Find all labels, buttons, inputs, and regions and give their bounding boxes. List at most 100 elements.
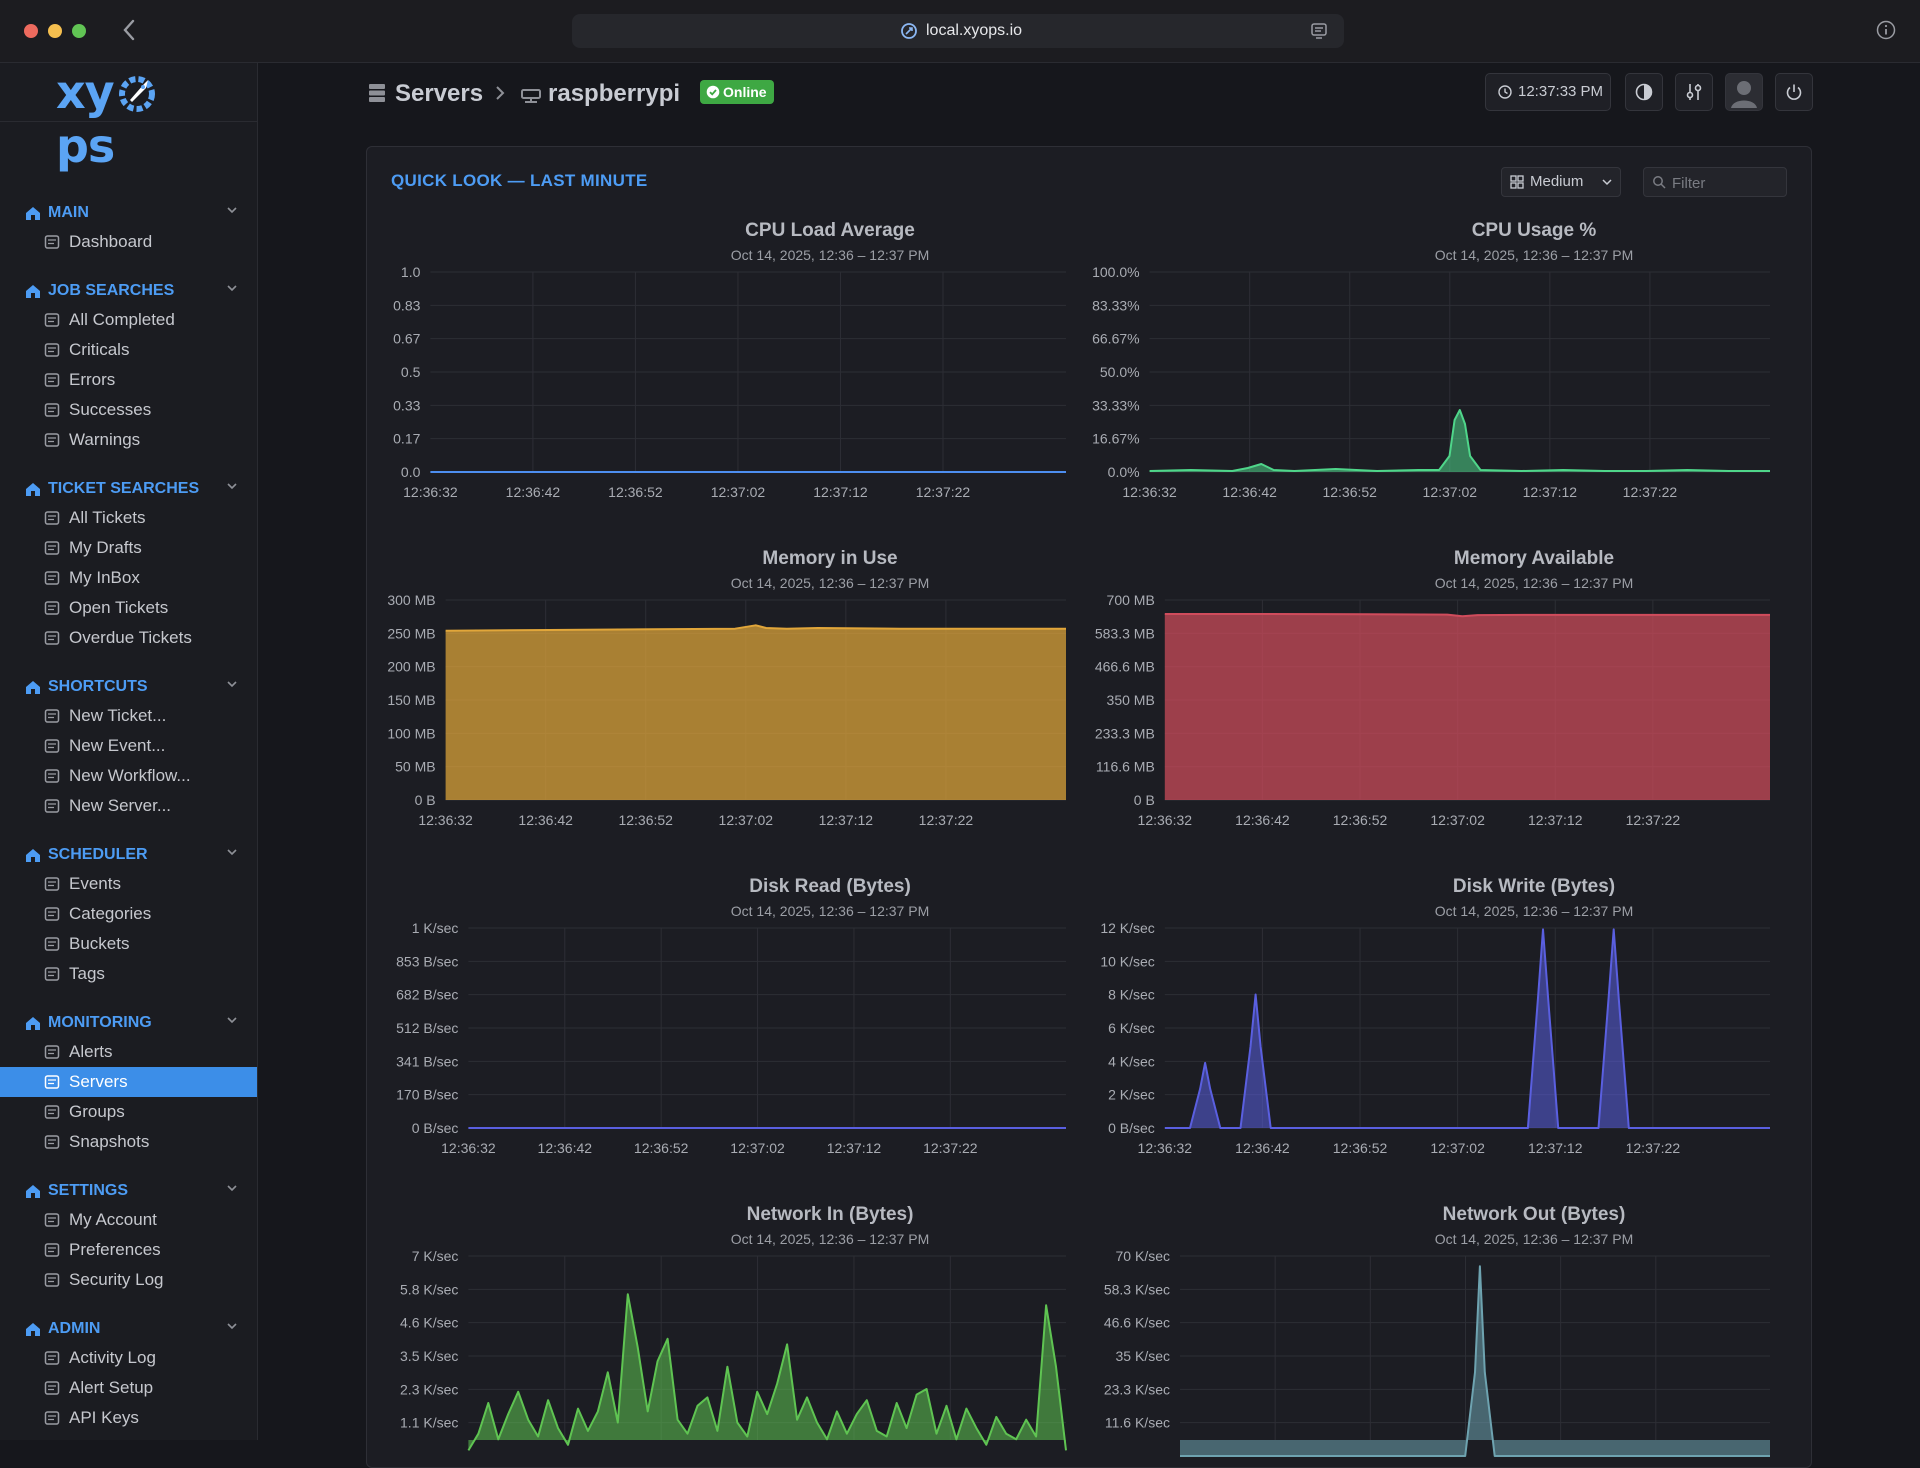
sidebar-section-label: ADMIN: [48, 1320, 101, 1337]
clock-icon: [1498, 85, 1512, 99]
sidebar-section-shortcuts[interactable]: SHORTCUTS: [24, 675, 238, 699]
chart-subtitle: Oct 14, 2025, 12:36 – 12:37 PM: [1434, 903, 1634, 919]
window-zoom-button[interactable]: [72, 24, 86, 38]
sidebar-item-label: Activity Log: [69, 1348, 156, 1367]
dashboard-icon: [44, 235, 60, 249]
sidebar-item-my-account[interactable]: My Account: [0, 1205, 257, 1235]
preferences-button[interactable]: [1675, 73, 1713, 111]
window-close-button[interactable]: [24, 24, 38, 38]
sidebar-item-all-tickets[interactable]: All Tickets: [0, 503, 257, 533]
sidebar-item-servers[interactable]: Servers: [0, 1067, 257, 1097]
sidebar-item-groups[interactable]: Groups: [0, 1097, 257, 1127]
sidebar-item-successes[interactable]: Successes: [0, 395, 257, 425]
sidebar-section-settings[interactable]: SETTINGS: [24, 1179, 238, 1203]
sidebar-item-new-workflow[interactable]: New Workflow...: [0, 761, 257, 791]
sidebar-item-new-event[interactable]: New Event...: [0, 731, 257, 761]
chart-title: Disk Write (Bytes): [1452, 876, 1616, 897]
chart-subtitle: Oct 14, 2025, 12:36 – 12:37 PM: [730, 1231, 930, 1247]
chart-size-select[interactable]: Medium: [1501, 167, 1621, 197]
logout-button[interactable]: [1775, 73, 1813, 111]
filter-input[interactable]: [1670, 172, 1784, 194]
sidebar-item-open-tickets[interactable]: Open Tickets: [0, 593, 257, 623]
inbox-icon: [44, 571, 60, 585]
sidebar-section-monitoring[interactable]: MONITORING: [24, 1011, 238, 1035]
back-arrow-icon[interactable]: [118, 16, 142, 44]
tag-icon: [44, 967, 60, 981]
sidebar-item-alert-setup[interactable]: Alert Setup: [0, 1373, 257, 1403]
sidebar-section-scheduler[interactable]: SCHEDULER: [24, 843, 238, 867]
sidebar-item-label: My Drafts: [69, 538, 142, 557]
chevron-down-icon: [227, 285, 237, 292]
events-icon: [44, 877, 60, 891]
sidebar-item-my-inbox[interactable]: My InBox: [0, 563, 257, 593]
sidebar-item-buckets[interactable]: Buckets: [0, 929, 257, 959]
filter-field[interactable]: [1643, 167, 1787, 197]
sidebar-item-label: Snapshots: [69, 1132, 150, 1151]
open-ticket-icon: [44, 601, 60, 615]
shield-icon: [44, 1273, 60, 1287]
alert-circle-icon: [44, 373, 60, 387]
sidebar-item-criticals[interactable]: Criticals: [0, 335, 257, 365]
sidebar-item-alerts[interactable]: Alerts: [0, 1037, 257, 1067]
sidebar-section-main[interactable]: MAIN: [24, 201, 238, 225]
sidebar-item-preferences[interactable]: Preferences: [0, 1235, 257, 1265]
sidebar-item-tags[interactable]: Tags: [0, 959, 257, 989]
chart-subtitle: Oct 14, 2025, 12:36 – 12:37 PM: [1434, 247, 1634, 263]
sidebar-item-all-completed[interactable]: All Completed: [0, 305, 257, 335]
sidebar-item-label: Alerts: [69, 1042, 113, 1061]
xyops-logo[interactable]: xy ps: [56, 65, 206, 173]
sidebar-section-ticket-searches[interactable]: TICKET SEARCHES: [24, 477, 238, 501]
sidebar-item-label: New Ticket...: [69, 706, 167, 725]
activity-log-icon: [44, 1351, 60, 1365]
sidebar-item-activity-log[interactable]: Activity Log: [0, 1343, 257, 1373]
chevron-down-icon: [227, 1185, 237, 1192]
sidebar-item-label: Criticals: [69, 340, 130, 359]
reader-view-icon[interactable]: [1310, 23, 1328, 39]
sidebar-item-label: Dashboard: [69, 232, 153, 251]
breadcrumb-servers-link[interactable]: Servers: [395, 80, 484, 107]
sidebar-item-snapshots[interactable]: Snapshots: [0, 1127, 257, 1157]
sidebar-item-my-drafts[interactable]: My Drafts: [0, 533, 257, 563]
sliders-icon: [44, 1243, 60, 1257]
scheduler-icon: [26, 849, 40, 862]
sidebar-item-categories[interactable]: Categories: [0, 899, 257, 929]
theme-toggle-button[interactable]: [1625, 73, 1663, 111]
sidebar-section-label: TICKET SEARCHES: [48, 480, 200, 497]
sidebar-item-api-keys[interactable]: API Keys: [0, 1403, 257, 1433]
sliders-icon: [1686, 84, 1702, 100]
sidebar-section-job-searches[interactable]: JOB SEARCHES: [24, 279, 238, 303]
sidebar-item-new-server[interactable]: New Server...: [0, 791, 257, 821]
check-circle-icon: [44, 403, 60, 417]
chevron-down-icon: [1602, 179, 1612, 186]
address-bar[interactable]: local.xyops.io: [572, 14, 1344, 48]
sidebar-item-security-log[interactable]: Security Log: [0, 1265, 257, 1295]
status-badge-label: Online: [723, 84, 767, 100]
sidebar-section-label: JOB SEARCHES: [48, 282, 175, 299]
sidebar-item-new-ticket[interactable]: New Ticket...: [0, 701, 257, 731]
chevron-down-icon: [227, 681, 237, 688]
servers-icon: [44, 1075, 60, 1089]
sidebar-item-errors[interactable]: Errors: [0, 365, 257, 395]
clock-button[interactable]: 12:37:33 PM: [1485, 73, 1611, 111]
sidebar-item-label: New Workflow...: [69, 766, 191, 785]
info-icon[interactable]: [1876, 20, 1896, 40]
chart-title: Network In (Bytes): [746, 1204, 914, 1225]
sidebar-item-warnings[interactable]: Warnings: [0, 425, 257, 455]
chart-title: Network Out (Bytes): [1442, 1204, 1626, 1225]
sidebar-divider: [0, 121, 257, 122]
window-minimize-button[interactable]: [48, 24, 62, 38]
user-avatar-button[interactable]: [1725, 73, 1763, 111]
rocket-gear-icon: [118, 76, 155, 112]
sidebar-item-overdue-tickets[interactable]: Overdue Tickets: [0, 623, 257, 653]
search-icon: [1653, 176, 1666, 189]
sidebar-item-channels[interactable]: Channels: [0, 1433, 257, 1440]
sidebar-section-admin[interactable]: ADMIN: [24, 1317, 238, 1341]
chart-title: Disk Read (Bytes): [749, 876, 911, 897]
sidebar-item-dashboard[interactable]: Dashboard: [0, 227, 257, 257]
warning-triangle-icon: [44, 433, 60, 447]
chevron-down-icon: [227, 1017, 237, 1024]
sidebar-item-label: Groups: [69, 1102, 125, 1121]
sidebar-item-events[interactable]: Events: [0, 869, 257, 899]
home-icon: [26, 207, 40, 220]
bucket-icon: [44, 937, 60, 951]
